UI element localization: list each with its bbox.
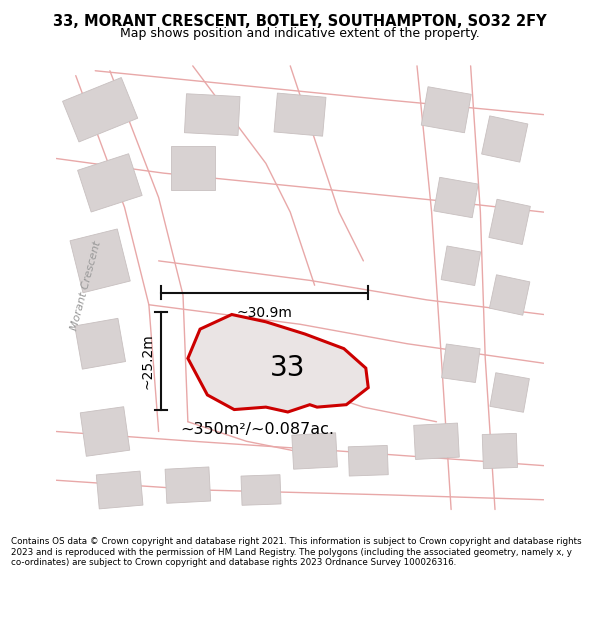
Polygon shape [421, 87, 471, 132]
Polygon shape [80, 407, 130, 456]
Text: Morant Crescent: Morant Crescent [70, 239, 103, 331]
Polygon shape [62, 78, 138, 142]
Text: 33: 33 [270, 354, 305, 382]
Text: Contains OS data © Crown copyright and database right 2021. This information is : Contains OS data © Crown copyright and d… [11, 538, 581, 568]
Text: 33, MORANT CRESCENT, BOTLEY, SOUTHAMPTON, SO32 2FY: 33, MORANT CRESCENT, BOTLEY, SOUTHAMPTON… [53, 14, 547, 29]
Text: ~30.9m: ~30.9m [237, 306, 293, 320]
Polygon shape [165, 467, 211, 503]
Polygon shape [348, 446, 388, 476]
Polygon shape [482, 116, 528, 162]
Polygon shape [292, 433, 337, 469]
Polygon shape [489, 199, 530, 244]
Polygon shape [184, 94, 240, 136]
Polygon shape [70, 229, 130, 292]
Text: Map shows position and indicative extent of the property.: Map shows position and indicative extent… [120, 27, 480, 40]
Polygon shape [413, 423, 460, 459]
Polygon shape [171, 146, 215, 190]
Polygon shape [490, 275, 530, 315]
Text: ~350m²/~0.087ac.: ~350m²/~0.087ac. [181, 421, 335, 436]
Polygon shape [434, 177, 478, 217]
Polygon shape [274, 93, 326, 136]
Polygon shape [442, 344, 480, 382]
Polygon shape [77, 154, 142, 212]
Text: ~25.2m: ~25.2m [140, 333, 154, 389]
Polygon shape [482, 433, 518, 469]
Polygon shape [241, 475, 281, 505]
Polygon shape [188, 314, 368, 412]
Polygon shape [96, 471, 143, 509]
Polygon shape [75, 318, 125, 369]
Polygon shape [441, 246, 481, 286]
Polygon shape [490, 372, 529, 413]
